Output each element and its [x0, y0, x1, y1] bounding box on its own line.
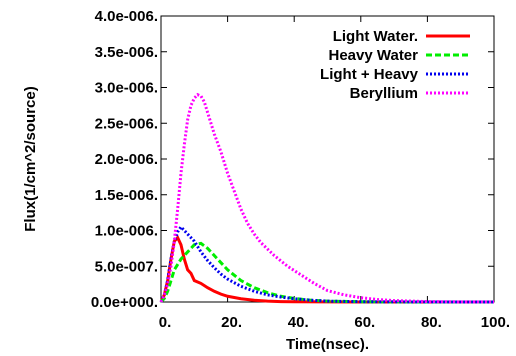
- series-line-1: [159, 241, 495, 304]
- x-tick-label: 60.: [354, 314, 375, 331]
- y-tick-label: 3.0e-006.: [95, 80, 158, 97]
- legend: Light Water. Heavy Water Light + Heavy Bery…: [320, 28, 470, 102]
- plot-frame: [160, 15, 495, 303]
- series-line-0: [159, 235, 494, 304]
- legend-label: Light + Heavy: [320, 66, 419, 83]
- y-tick-label: 0.0e+000.: [91, 294, 158, 311]
- series-lines: [159, 92, 495, 304]
- y-tick-label: 1.5e-006.: [95, 187, 158, 204]
- series-line-3: [159, 92, 495, 304]
- y-axis-title: Flux(1/cm^2/source): [22, 86, 39, 231]
- legend-label: Heavy Water: [329, 47, 419, 64]
- axes: 0.0e+000. 5.0e-007. 1.0e-006. 1.5e-006. 2.0e…: [91, 8, 510, 331]
- x-tick-label: 40.: [288, 314, 309, 331]
- y-tick-label: 3.5e-006.: [95, 44, 158, 61]
- x-tick-label: 100.: [481, 314, 510, 331]
- y-tick-label: 5.0e-007.: [95, 258, 158, 275]
- y-tick-label: 4.0e-006.: [95, 8, 158, 25]
- x-tick-label: 20.: [221, 314, 242, 331]
- y-tick-label: 1.0e-006.: [95, 223, 158, 240]
- y-tick-label: 2.0e-006.: [95, 151, 158, 168]
- legend-label: Light Water.: [333, 28, 418, 45]
- x-axis-title: Time(nsec).: [286, 336, 369, 353]
- x-tick-label: 0.: [159, 314, 172, 331]
- y-tick-label: 2.5e-006.: [95, 115, 158, 132]
- x-tick-label: 80.: [421, 314, 442, 331]
- legend-label: Beryllium: [350, 85, 418, 102]
